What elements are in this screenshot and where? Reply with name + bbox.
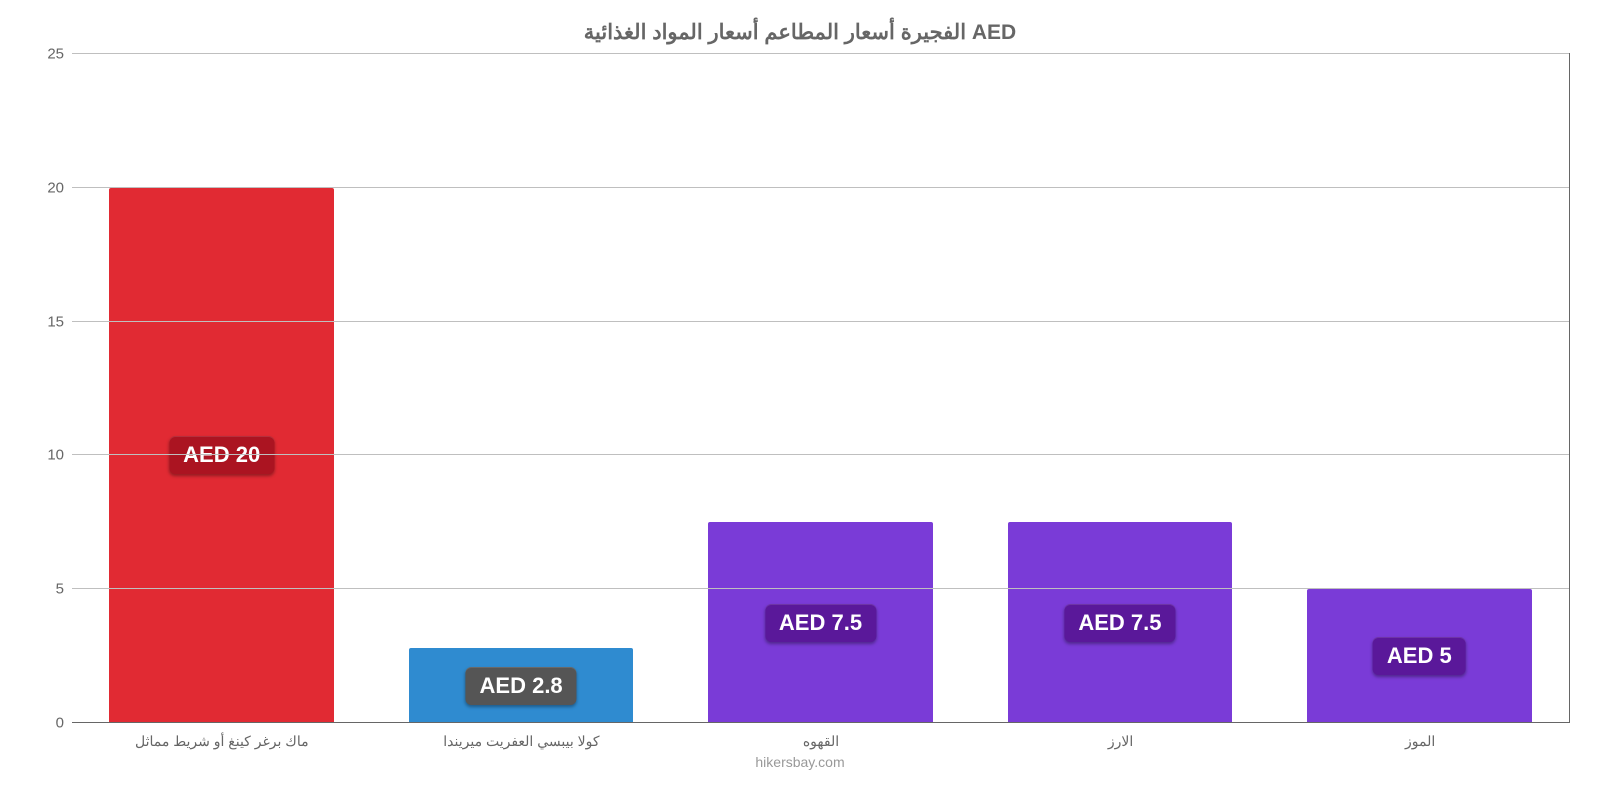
value-badge: AED 7.5 xyxy=(1064,604,1175,642)
bar: AED 7.5 xyxy=(708,522,933,723)
y-tick-label: 25 xyxy=(24,46,64,63)
gridline xyxy=(72,53,1569,54)
y-tick-label: 10 xyxy=(24,447,64,464)
chart-title: الفجيرة أسعار المطاعم أسعار المواد الغذا… xyxy=(20,20,1580,45)
x-axis-label: كولا بيبسي العفريت ميريندا xyxy=(372,723,672,750)
attribution-text: hikersbay.com xyxy=(20,754,1580,770)
bar-slot: AED 2.8 xyxy=(371,54,670,723)
bars-row: AED 20 AED 2.8 AED 7.5 AED 7.5 AED 5 xyxy=(72,54,1569,723)
bar: AED 5 xyxy=(1307,589,1532,723)
bar-slot: AED 7.5 xyxy=(671,54,970,723)
price-bar-chart: الفجيرة أسعار المطاعم أسعار المواد الغذا… xyxy=(0,0,1600,800)
gridline xyxy=(72,321,1569,322)
plot-area: AED 20AED 2.8AED 7.5AED 7.5AED 5 0510152… xyxy=(72,53,1570,723)
x-axis-label: الموز xyxy=(1270,723,1570,750)
bar: AED 2.8 xyxy=(409,648,634,723)
value-badge: AED 7.5 xyxy=(765,604,876,642)
bar-slot: AED 20 xyxy=(72,54,371,723)
x-axis-label: الارز xyxy=(971,723,1271,750)
y-tick-label: 5 xyxy=(24,581,64,598)
x-axis-label: ماك برغر كينغ أو شريط مماثل xyxy=(72,723,372,750)
x-axis-label: القهوه xyxy=(671,723,971,750)
y-tick-label: 0 xyxy=(24,715,64,732)
value-badge: AED 5 xyxy=(1373,637,1466,675)
gridline xyxy=(72,187,1569,188)
y-tick-label: 15 xyxy=(24,313,64,330)
bar-slot: AED 7.5 xyxy=(970,54,1269,723)
x-axis-labels: ماك برغر كينغ أو شريط مماثلكولا بيبسي ال… xyxy=(72,723,1570,750)
bar: AED 20 xyxy=(109,188,334,723)
bar: AED 7.5 xyxy=(1008,522,1233,723)
gridline xyxy=(72,454,1569,455)
value-badge: AED 20 xyxy=(169,436,274,474)
gridline xyxy=(72,588,1569,589)
bar-slot: AED 5 xyxy=(1270,54,1569,723)
value-badge: AED 2.8 xyxy=(466,667,577,705)
y-tick-label: 20 xyxy=(24,179,64,196)
